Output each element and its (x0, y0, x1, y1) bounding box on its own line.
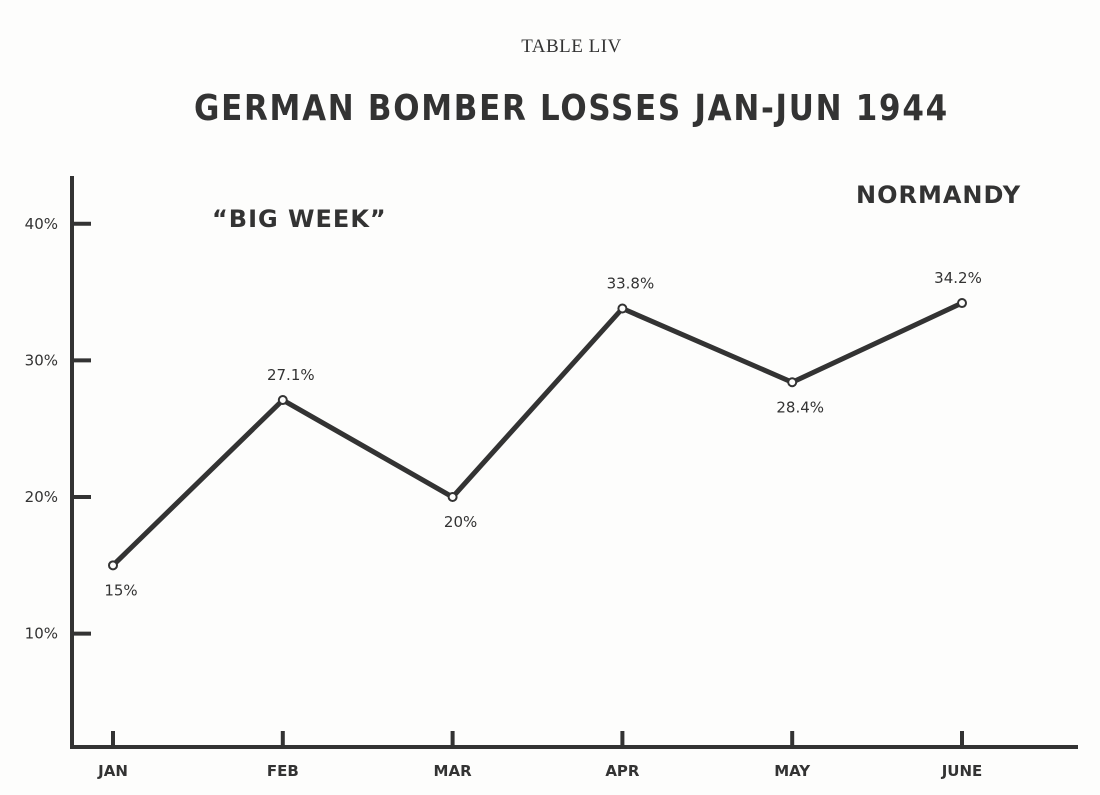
y-tick-label: 20% (25, 488, 58, 506)
data-point (447, 492, 458, 503)
annotation-big-week: “BIG WEEK” (212, 205, 387, 233)
data-point-group (108, 298, 967, 571)
data-label-group: 15% 27.1% 20% 33.8% 28.4% 34.2% (104, 269, 982, 599)
data-label: 33.8% (607, 275, 655, 293)
series-line (110, 300, 965, 568)
data-point (108, 560, 118, 571)
y-tick-group: 10% 20% 30% 40% (25, 215, 91, 643)
annotation-normandy: NORMANDY (856, 181, 1021, 209)
x-tick-group: JAN FEB MAR APR MAY JUNE (97, 731, 982, 780)
data-point (277, 395, 288, 406)
y-tick-label: 30% (25, 351, 58, 369)
data-label: 28.4% (776, 398, 824, 416)
y-tick-label: 10% (25, 625, 58, 643)
x-tick-label: FEB (267, 762, 299, 780)
chart-title: GERMAN BOMBER LOSSES JAN-JUN 1944 (193, 88, 949, 129)
x-tick-label: JUNE (941, 762, 983, 780)
data-label: 27.1% (267, 366, 315, 384)
data-point (617, 303, 628, 314)
x-tick-label: MAY (774, 762, 811, 780)
data-label: 20% (444, 513, 477, 531)
data-label: 15% (104, 581, 137, 599)
x-tick-label: MAR (434, 762, 473, 780)
table-label: TABLE LIV (521, 36, 622, 57)
x-tick-label: APR (605, 762, 640, 780)
data-point (787, 377, 798, 388)
data-label: 34.2% (934, 269, 982, 287)
data-point (957, 298, 967, 309)
y-tick-label: 40% (25, 215, 58, 233)
x-tick-label: JAN (97, 762, 128, 780)
